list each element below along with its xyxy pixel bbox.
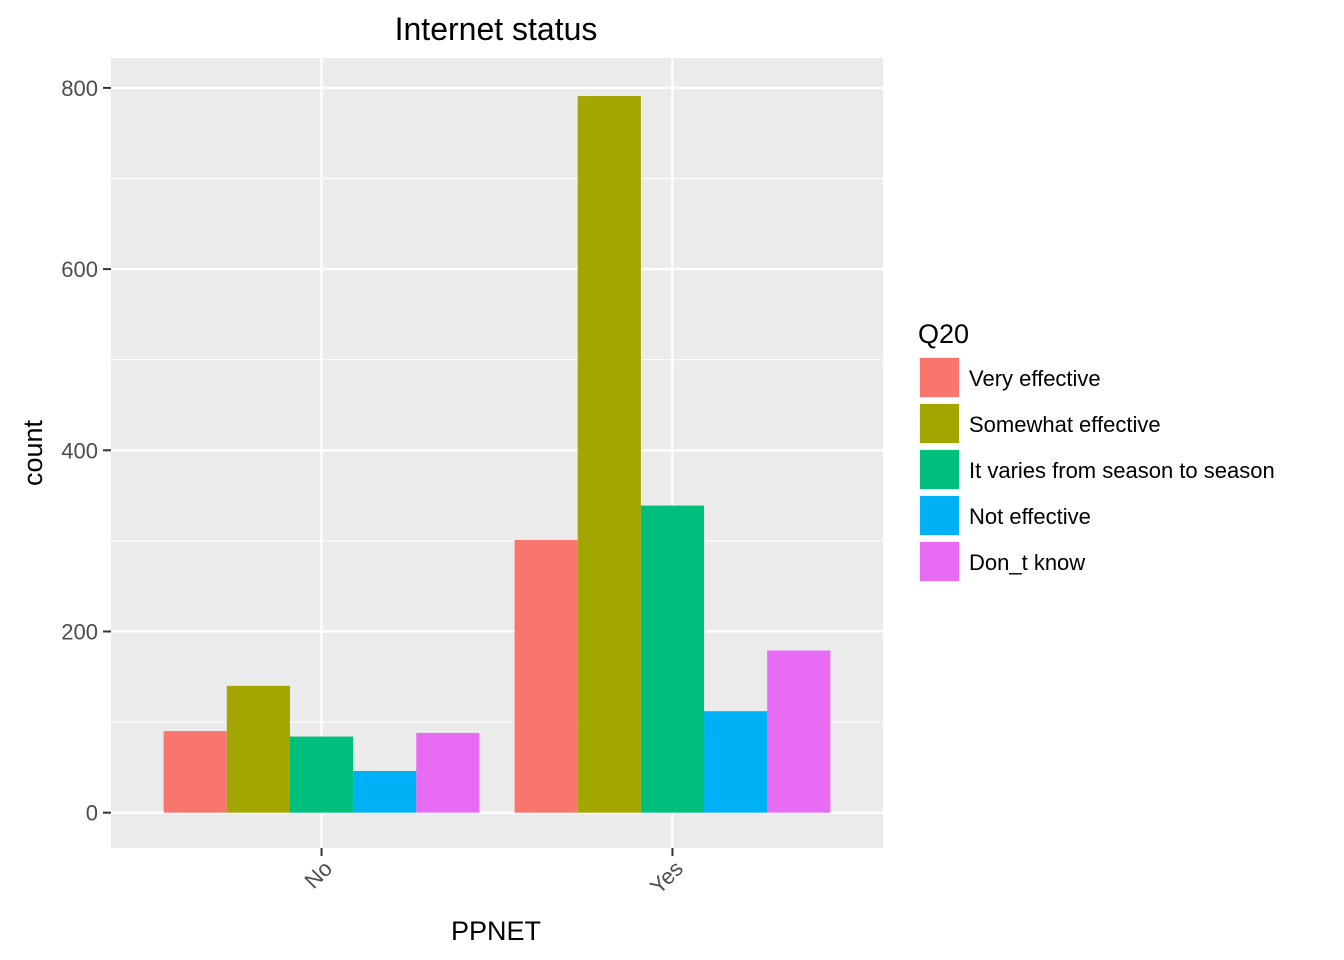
y-tick-label: 200 <box>61 619 98 644</box>
y-tick-label: 400 <box>61 438 98 463</box>
legend-key <box>920 496 959 535</box>
legend: Q20 Very effective Somewhat effective It v… <box>918 319 1275 582</box>
bar <box>226 685 290 813</box>
bar <box>514 539 578 813</box>
legend-label: Don_t know <box>969 550 1085 575</box>
bar <box>289 736 354 813</box>
y-tick-label: 800 <box>61 76 98 101</box>
legend-title: Q20 <box>918 319 969 349</box>
legend-key <box>920 358 959 397</box>
legend-label: Not effective <box>969 504 1091 529</box>
x-tick-label: No <box>300 856 338 894</box>
bar <box>163 731 227 813</box>
bar <box>577 96 641 813</box>
y-tick-label: 0 <box>86 801 98 826</box>
legend-label: It varies from season to season <box>969 458 1275 483</box>
y-tick-label: 600 <box>61 257 98 282</box>
chart-title: Internet status <box>395 11 598 47</box>
x-axis-title: PPNET <box>451 916 541 946</box>
x-tick-label: Yes <box>645 856 688 899</box>
bar <box>353 770 417 813</box>
legend-label: Very effective <box>969 366 1101 391</box>
bars <box>163 96 831 813</box>
x-axis: No Yes <box>300 848 688 899</box>
legend-key <box>920 542 959 581</box>
bar <box>640 505 705 813</box>
legend-key <box>920 404 959 443</box>
legend-key <box>920 450 959 489</box>
legend-label: Somewhat effective <box>969 412 1161 437</box>
bar <box>704 711 768 813</box>
y-axis-title: count <box>18 419 48 486</box>
bar <box>416 732 480 813</box>
bar <box>767 650 831 813</box>
y-axis: 0 200 400 600 800 <box>61 76 111 826</box>
